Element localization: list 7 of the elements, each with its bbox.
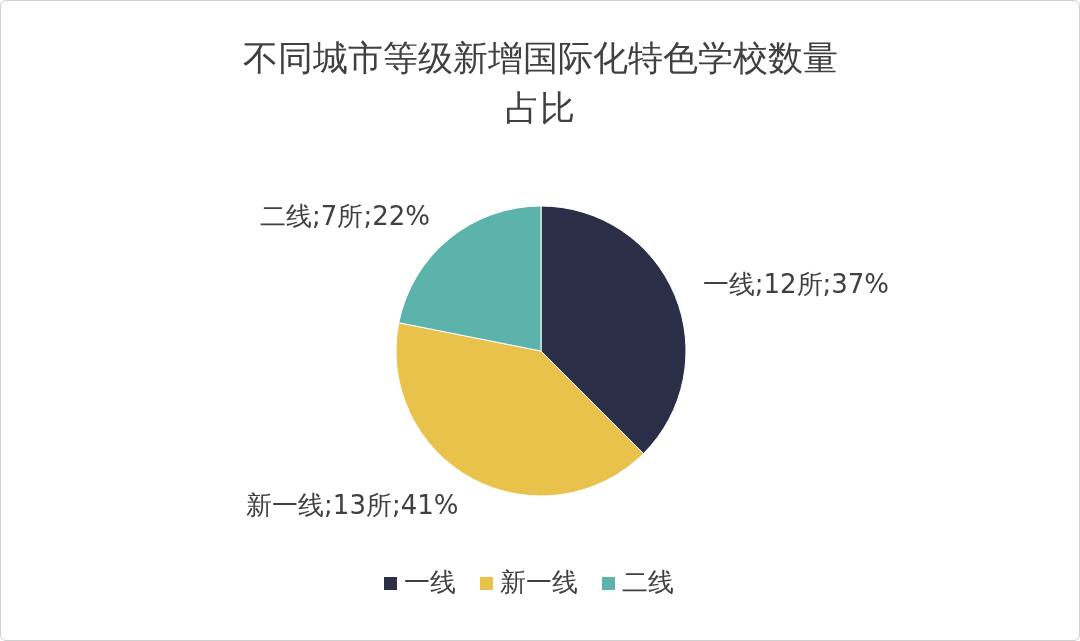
data-label: 二线;7所;22% xyxy=(260,200,430,231)
data-label: 一线;12所;37% xyxy=(702,269,890,300)
legend-label: 新一线 xyxy=(500,567,578,597)
data-label: 新一线;13所;41% xyxy=(246,490,459,521)
chart-title: 不同城市等级新增国际化特色学校数量占比 xyxy=(241,37,839,130)
legend-label: 一线 xyxy=(404,567,456,597)
legend-label: 二线 xyxy=(622,567,674,597)
